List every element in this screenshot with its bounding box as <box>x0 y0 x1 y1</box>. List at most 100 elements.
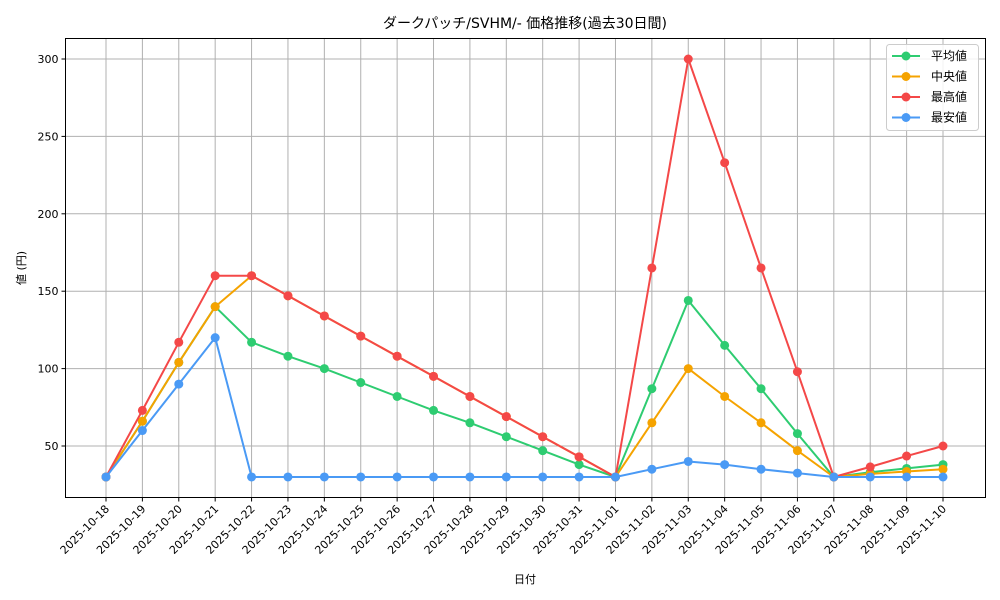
data-point <box>356 331 366 341</box>
data-point <box>392 351 402 361</box>
data-point <box>319 472 329 482</box>
legend-item: 中央値 <box>892 69 967 84</box>
legend-item: 平均値 <box>892 48 967 63</box>
data-point <box>319 311 329 321</box>
data-point <box>683 456 693 466</box>
data-point <box>574 460 584 470</box>
data-point <box>538 472 548 482</box>
data-point <box>574 472 584 482</box>
data-point <box>683 295 693 305</box>
data-point <box>247 472 257 482</box>
data-point <box>647 418 657 428</box>
data-point <box>792 446 802 456</box>
x-axis: 2025-10-182025-10-192025-10-202025-10-21… <box>58 497 949 557</box>
data-point <box>538 432 548 442</box>
chart-title: ダークパッチ/SVHM/- 価格推移(過去30日間) <box>383 16 667 32</box>
data-point <box>756 263 766 273</box>
data-point <box>174 337 184 347</box>
data-point <box>356 472 366 482</box>
data-point <box>683 54 693 64</box>
series-1 <box>101 271 948 482</box>
data-point <box>429 371 439 381</box>
data-point <box>902 451 912 461</box>
data-point <box>574 452 584 462</box>
series-line <box>105 274 944 478</box>
data-point <box>756 418 766 428</box>
data-point <box>756 464 766 474</box>
data-point <box>720 391 730 401</box>
y-tick-label: 150 <box>38 285 59 298</box>
y-tick-label: 100 <box>38 363 59 376</box>
data-series <box>101 54 948 482</box>
series-3 <box>101 333 948 482</box>
data-point <box>829 472 839 482</box>
data-point <box>465 472 475 482</box>
data-point <box>247 337 257 347</box>
data-point <box>792 367 802 377</box>
data-point <box>865 472 875 482</box>
data-point <box>283 291 293 301</box>
legend-label: 中央値 <box>931 69 967 84</box>
data-point <box>501 432 511 442</box>
data-point <box>610 472 620 482</box>
data-point <box>720 460 730 470</box>
legend-marker-icon <box>901 113 911 122</box>
series-line <box>105 336 943 478</box>
y-tick-label: 300 <box>38 53 59 66</box>
legend-marker-icon <box>901 92 911 102</box>
data-point <box>210 333 220 343</box>
data-point <box>319 364 329 374</box>
data-point <box>938 441 948 451</box>
data-point <box>356 378 366 388</box>
data-point <box>538 446 548 456</box>
data-point <box>247 271 257 281</box>
data-point <box>902 472 912 482</box>
data-point <box>501 412 511 422</box>
x-axis-label: 日付 <box>514 573 536 586</box>
plot-frame <box>65 38 986 498</box>
data-point <box>501 472 511 482</box>
data-point <box>647 263 657 273</box>
data-point <box>392 391 402 401</box>
data-point <box>683 364 693 374</box>
series-line <box>105 299 944 478</box>
data-point <box>720 340 730 350</box>
data-point <box>647 464 657 474</box>
data-point <box>756 384 766 394</box>
data-point <box>210 271 220 281</box>
data-point <box>938 472 948 482</box>
data-point <box>429 405 439 415</box>
legend-marker-icon <box>901 51 911 61</box>
legend-item: 最安値 <box>892 110 967 125</box>
data-point <box>720 158 730 168</box>
data-point <box>792 468 802 478</box>
data-point <box>647 384 657 394</box>
data-point <box>392 472 402 482</box>
legend-marker-icon <box>901 72 911 81</box>
data-point <box>210 302 220 312</box>
data-point <box>137 405 147 415</box>
grid-lines <box>65 38 986 498</box>
legend-item: 最高値 <box>892 89 967 104</box>
data-point <box>283 351 293 361</box>
data-point <box>174 357 184 367</box>
data-point <box>283 472 293 482</box>
y-axis: 50 100 150 200 250 300 <box>38 53 66 453</box>
data-point <box>137 416 147 426</box>
data-point <box>792 429 802 439</box>
series-2 <box>101 54 948 482</box>
y-tick-label: 250 <box>38 130 59 143</box>
data-point <box>865 462 875 472</box>
legend-label: 最高値 <box>931 89 967 104</box>
data-point <box>174 379 184 389</box>
data-point <box>429 472 439 482</box>
y-axis-label: 値 (円) <box>15 251 28 285</box>
legend-label: 最安値 <box>931 110 967 125</box>
y-tick-label: 200 <box>38 208 59 221</box>
data-point <box>465 391 475 401</box>
data-point <box>137 426 147 436</box>
legend-box <box>886 44 979 131</box>
series-line <box>105 58 944 478</box>
